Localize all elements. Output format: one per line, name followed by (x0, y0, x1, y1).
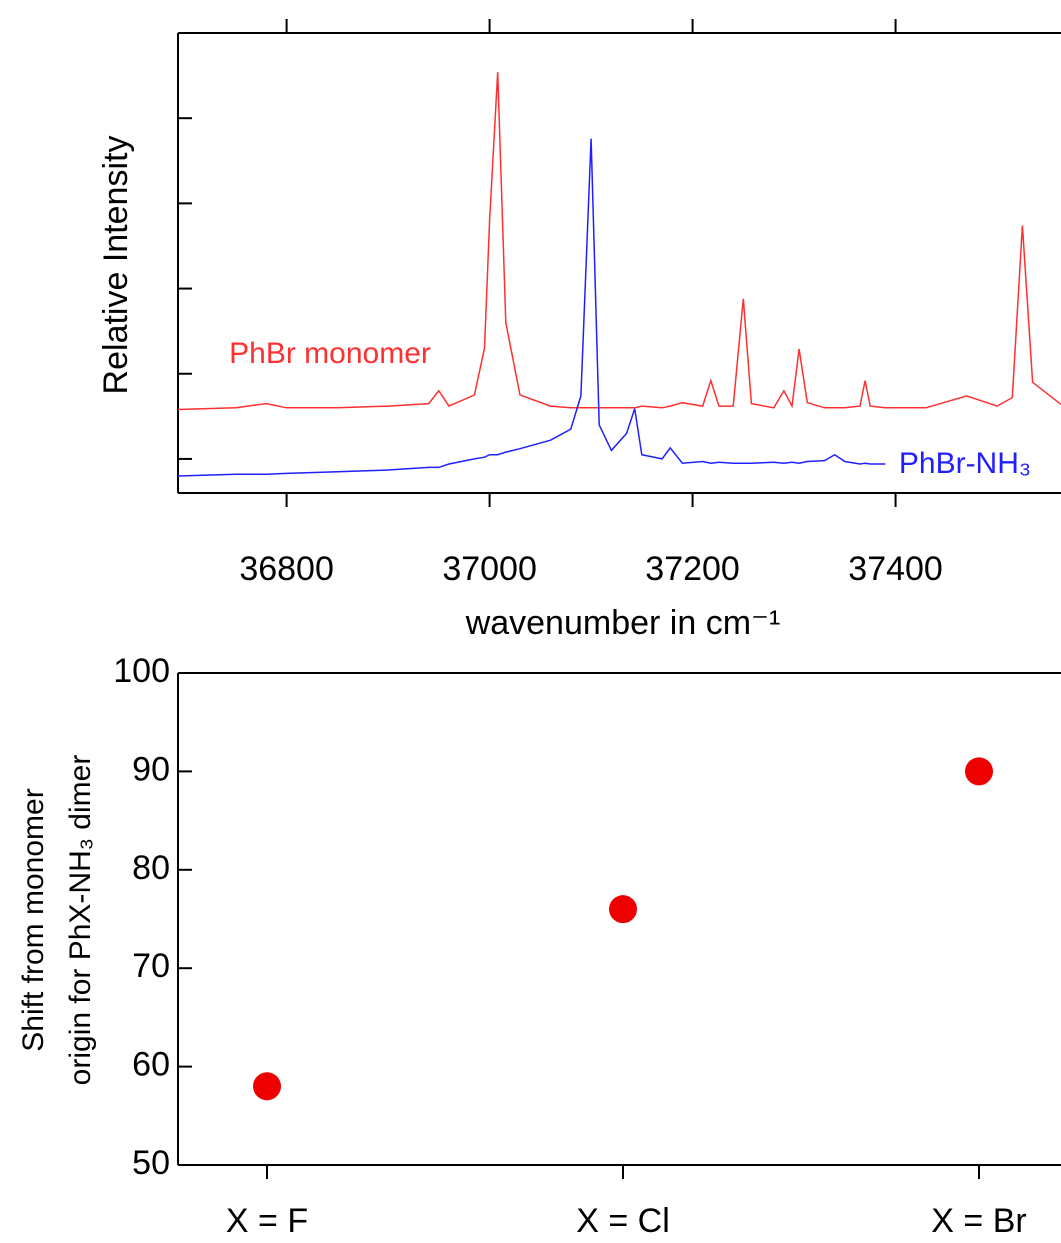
series-label: PhBr-NH₃ (899, 447, 1031, 480)
data-point (253, 1072, 281, 1101)
x-axis-label: wavenumber in cm⁻¹ (465, 604, 781, 642)
y-tick-label: 50 (132, 1144, 170, 1182)
spectrum-line (177, 138, 886, 477)
x-tick-label: 37400 (848, 550, 943, 588)
x-tick-label: 37200 (645, 550, 740, 588)
x-tick-label: 36800 (239, 550, 334, 588)
y-tick-label: 100 (113, 652, 170, 690)
y-tick-label: 60 (132, 1046, 170, 1084)
data-point (965, 757, 993, 786)
y-axis-label: origin for PhX-NH₃ dimer (64, 755, 97, 1086)
x-tick-label: X = F (226, 1202, 308, 1240)
y-tick-label: 80 (132, 849, 170, 887)
spectrum-line (177, 72, 1061, 411)
data-point (609, 895, 637, 924)
y-tick-label: 70 (132, 947, 170, 985)
y-tick-label: 90 (132, 750, 170, 788)
y-axis-label: Relative Intensity (97, 136, 135, 395)
x-tick-label: X = Cl (576, 1202, 670, 1240)
x-tick-label: 37000 (442, 550, 537, 588)
x-tick-label: X = Br (931, 1202, 1026, 1240)
y-axis-label: Shift from monomer (17, 788, 50, 1051)
series-label: PhBr monomer (229, 337, 431, 370)
